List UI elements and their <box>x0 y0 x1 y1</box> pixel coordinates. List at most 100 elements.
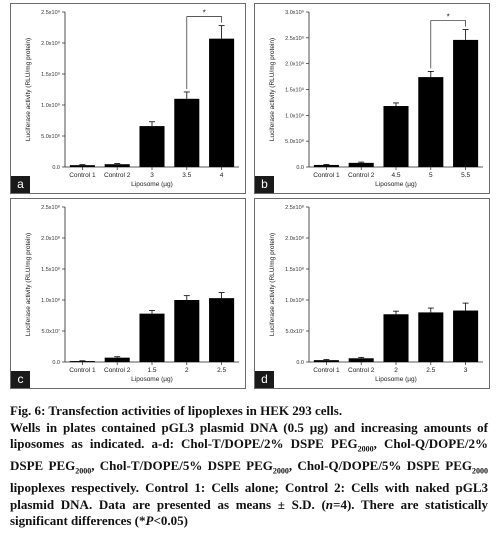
x-tick-label: 2.5 <box>426 367 435 374</box>
x-axis-label: Liposome (µg) <box>131 376 173 383</box>
panel-letter-a: a <box>11 176 30 193</box>
x-tick-label: 5.5 <box>461 172 470 179</box>
y-tick-label: 0.0 <box>52 165 60 171</box>
y-axis-label: Luciferase activity (RLU/mg protein) <box>269 233 276 336</box>
bar <box>313 360 339 362</box>
panel-letter-b: b <box>255 176 274 193</box>
y-tick-label: 2.0x10⁹ <box>41 40 60 47</box>
caption-fig-label: Fig. 6 <box>10 403 42 418</box>
bar <box>348 162 374 167</box>
y-axis-label: Luciferase activity (RLU/mg protein) <box>25 38 32 141</box>
caption-text: =4). There are statistically significant… <box>10 496 488 529</box>
y-tick-label: 2.5x10⁹ <box>285 35 304 42</box>
bar <box>418 312 444 362</box>
x-tick-label: 2 <box>185 367 189 374</box>
y-tick-label: 1.5x10⁸ <box>41 266 60 273</box>
y-tick-label: 1.5x10⁹ <box>285 87 304 94</box>
chart-panel-c: 0.0 5.0x10⁷ 1.0x10⁸ 1.5x10⁸ 2.0x10⁸ 2.5x10⁸ Lu… <box>10 198 246 389</box>
bar <box>313 164 339 167</box>
bar <box>104 357 130 362</box>
x-tick-label: Control 2 <box>104 367 131 374</box>
bar <box>69 165 95 167</box>
caption-subscript: 2000 <box>75 466 92 476</box>
x-tick-label: 4 <box>220 172 224 179</box>
caption-italic: P <box>145 513 154 529</box>
chart-panel-b: 0.0 5.0x10⁸ 1.0x10⁹ 1.5x10⁹ 2.0x10⁹ 2.5x10⁹ 3.… <box>254 3 490 194</box>
y-tick-label: 2.0x10⁹ <box>285 61 304 68</box>
y-tick-label: 2.0x10⁸ <box>41 235 60 242</box>
x-tick-label: 4.5 <box>391 172 400 179</box>
y-tick-label: 1.0x10⁸ <box>41 297 60 304</box>
y-tick-label: 5.0x10⁸ <box>285 138 304 145</box>
caption-subscript: 2000 <box>357 444 374 454</box>
bar <box>453 39 479 167</box>
caption-subscript: 2000 <box>471 466 488 476</box>
y-tick-label: 2.5x10⁹ <box>41 9 60 16</box>
x-tick-label: 2 <box>394 367 398 374</box>
x-tick-label: 3.5 <box>182 172 191 179</box>
bar <box>174 300 200 362</box>
bar <box>383 106 409 167</box>
chart-panel-d: 0.0 5.0x10⁷ 1.0x10⁸ 1.5x10⁸ 2.0x10⁸ 2.5x10⁸ Lu… <box>254 198 490 389</box>
x-axis-label: Liposome (µg) <box>131 181 173 188</box>
bar <box>174 98 200 167</box>
y-tick-label: 3.0x10⁹ <box>285 9 304 16</box>
chart-svg-c: 0.0 5.0x10⁷ 1.0x10⁸ 1.5x10⁸ 2.0x10⁸ 2.5x10⁸ Lu… <box>25 204 239 383</box>
figure-caption: Fig. 6: Transfection activities of lipop… <box>10 403 488 530</box>
caption-text: lipoplexes respectively. Control 1: Cell… <box>10 480 488 512</box>
chart-svg-b: 0.0 5.0x10⁸ 1.0x10⁹ 1.5x10⁹ 2.0x10⁹ 2.5x10⁹ 3.… <box>269 9 483 188</box>
x-tick-label: 1.5 <box>147 367 156 374</box>
y-tick-label: 1.5x10⁹ <box>41 71 60 78</box>
y-tick-label: 1.0x10⁹ <box>285 112 304 119</box>
bar <box>418 77 444 167</box>
y-tick-label: 0.0 <box>296 165 304 171</box>
bar <box>348 358 374 362</box>
panel-letter-d: d <box>255 371 274 388</box>
x-tick-label: 2.5 <box>217 367 226 374</box>
caption-text: , Chol-Q/DOPE/2% DSPE PEG <box>10 436 488 474</box>
x-tick-label: 3 <box>150 172 154 179</box>
chart-svg-a: 0.0 5.0x10⁸ 1.0x10⁹ 1.5x10⁹ 2.0x10⁹ 2.5x10⁹ Lu… <box>25 9 239 188</box>
chart-svg-d: 0.0 5.0x10⁷ 1.0x10⁸ 1.5x10⁸ 2.0x10⁸ 2.5x10⁸ Lu… <box>269 204 483 383</box>
significance-bracket <box>186 16 222 89</box>
y-tick-label: 0.0 <box>52 360 60 366</box>
bar <box>383 314 409 362</box>
caption-text: , Chol-T/DOPE/5% DSPE PEG <box>91 458 273 474</box>
significance-label: * <box>447 13 450 22</box>
y-tick-label: 2.5x10⁸ <box>285 204 304 211</box>
y-tick-label: 5.0x10⁷ <box>41 328 60 335</box>
x-axis-label: Liposome (µg) <box>375 376 417 383</box>
caption-title: Fig. 6: Transfection activities of lipop… <box>10 403 488 420</box>
y-tick-label: 2.0x10⁸ <box>285 235 304 242</box>
y-tick-label: 0.0 <box>296 360 304 366</box>
significance-label: * <box>203 9 206 18</box>
x-tick-label: Control 2 <box>348 367 375 374</box>
x-tick-label: Control 1 <box>69 367 96 374</box>
x-tick-label: Control 2 <box>104 172 131 179</box>
x-tick-label: Control 1 <box>313 172 340 179</box>
x-tick-label: Control 1 <box>313 367 340 374</box>
bar <box>104 164 130 167</box>
caption-title-text: : Transfection activities of lipoplexes … <box>41 403 343 418</box>
bar <box>453 310 479 362</box>
y-tick-label: 1.0x10⁹ <box>41 102 60 109</box>
caption-text: Wells in plates contained pGL3 plasmid D… <box>10 419 488 452</box>
x-tick-label: 3 <box>464 367 468 374</box>
panel-letter-c: c <box>11 371 30 388</box>
bar <box>209 298 235 362</box>
y-axis-label: Luciferase activity (RLU/mg protein) <box>269 38 276 141</box>
caption-body: Wells in plates contained pGL3 plasmid D… <box>10 420 488 530</box>
y-tick-label: 5.0x10⁸ <box>41 133 60 140</box>
y-tick-label: 1.5x10⁸ <box>285 266 304 273</box>
x-tick-label: 5 <box>429 172 433 179</box>
chart-panel-a: 0.0 5.0x10⁸ 1.0x10⁹ 1.5x10⁹ 2.0x10⁹ 2.5x10⁹ Lu… <box>10 3 246 194</box>
caption-italic: n <box>325 496 334 512</box>
y-axis-label: Luciferase activity (RLU/mg protein) <box>25 233 32 336</box>
caption-text: <0.05) <box>153 513 188 529</box>
bar <box>139 126 165 167</box>
x-tick-label: Control 1 <box>69 172 96 179</box>
significance-bracket <box>430 20 466 69</box>
bar <box>209 38 235 167</box>
y-tick-label: 1.0x10⁸ <box>285 297 304 304</box>
bar <box>69 361 95 362</box>
